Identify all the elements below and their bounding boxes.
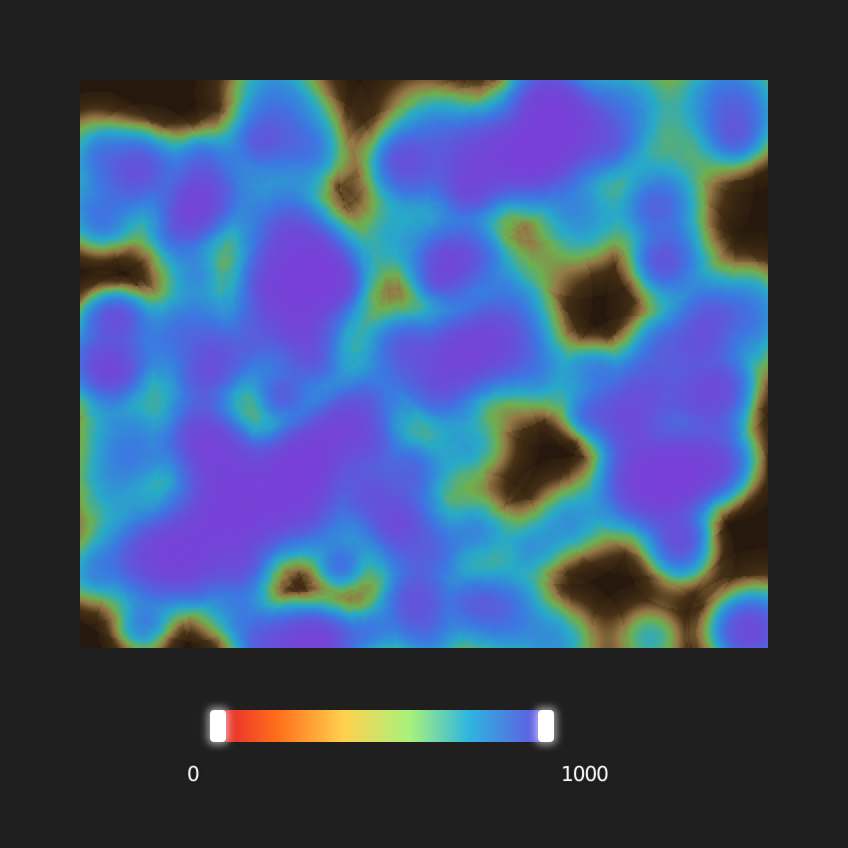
range-max-handle[interactable]	[538, 710, 554, 742]
legend-min-label: 0	[187, 762, 200, 786]
color-gradient-bar	[218, 710, 548, 742]
heatmap-image[interactable]	[80, 80, 768, 648]
range-min-handle[interactable]	[210, 710, 226, 742]
heatmap-canvas-area[interactable]	[80, 80, 768, 648]
color-range-legend	[210, 704, 556, 752]
legend-max-label: 1000	[561, 762, 609, 786]
